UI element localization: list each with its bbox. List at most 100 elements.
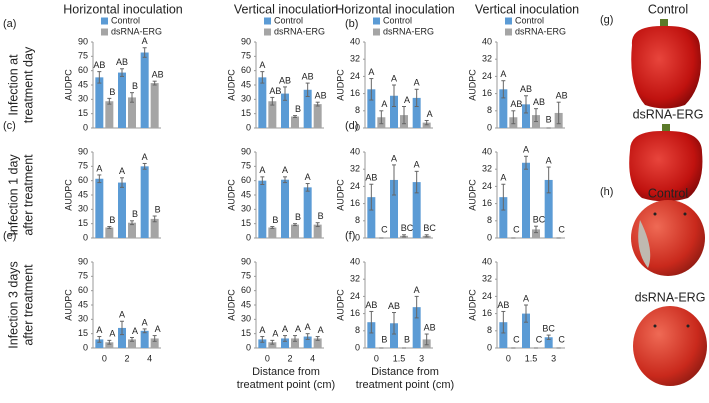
y-tick-label: 75	[241, 271, 251, 281]
y-tick-label: 75	[241, 51, 251, 61]
bar	[390, 95, 398, 128]
error-bar	[369, 78, 374, 101]
y-tick-label: 45	[241, 189, 251, 199]
row-label: after treatment	[21, 154, 35, 236]
error-bar	[414, 295, 419, 319]
error-bar	[369, 310, 374, 334]
bar	[105, 227, 114, 238]
error-bar	[260, 176, 265, 185]
significance-letter: AB	[116, 57, 128, 67]
error-bar	[120, 68, 124, 77]
y-tick-label: 0	[355, 342, 360, 352]
y-tick-label: 32	[350, 54, 360, 64]
y-tick-label: 24	[482, 71, 492, 81]
x-tick-label: 1.5	[525, 353, 538, 363]
y-tick-label: 0	[487, 122, 492, 132]
panel-label: (d)	[345, 120, 358, 132]
y-tick-label: 45	[241, 79, 251, 89]
y-tick-label: 40	[482, 36, 492, 46]
y-tick-label: 24	[350, 181, 360, 191]
error-bar	[107, 226, 112, 229]
error-bar	[379, 110, 384, 125]
row-label: after treatment	[21, 264, 35, 346]
y-tick-label: 8	[355, 325, 360, 335]
legend-label: Control	[515, 15, 544, 25]
y-axis-label: AUDPC	[226, 289, 236, 321]
bar	[95, 77, 104, 128]
significance-letter: B	[272, 215, 278, 225]
error-bar	[283, 86, 287, 101]
y-tick-label: 32	[350, 274, 360, 284]
bar	[128, 222, 136, 238]
y-tick-label: 90	[241, 36, 251, 46]
y-tick-label: 40	[350, 256, 360, 266]
error-bar	[392, 164, 396, 196]
significance-letter: A	[119, 166, 125, 176]
significance-letter: A	[500, 69, 506, 79]
error-bar	[270, 226, 275, 229]
significance-letter: AB	[365, 173, 377, 183]
y-tick-label: 32	[482, 274, 492, 284]
photo-g-dsrna	[629, 124, 703, 202]
panel-label: (b)	[345, 18, 358, 30]
significance-letter: A	[132, 326, 138, 336]
y-tick-label: 16	[350, 88, 360, 98]
significance-letter: AB	[510, 99, 522, 109]
significance-letter: C	[381, 224, 388, 234]
x-tick-label: 0	[265, 353, 270, 363]
error-bar	[315, 222, 320, 228]
error-bar	[142, 47, 147, 58]
error-bar	[120, 320, 124, 336]
error-bar	[501, 183, 506, 211]
legend-label: Control	[383, 15, 412, 25]
y-tick-label: 75	[241, 161, 251, 171]
significance-letter: A	[391, 73, 397, 83]
error-bar	[270, 339, 275, 345]
error-bar	[392, 84, 396, 107]
y-tick-label: 60	[78, 65, 88, 75]
significance-letter: A	[391, 153, 397, 163]
bar	[128, 339, 136, 348]
bar	[268, 227, 277, 238]
bar	[390, 323, 398, 348]
significance-letter: C	[513, 334, 520, 344]
panel-label: (a)	[3, 18, 16, 30]
x-axis-label: Distance from	[371, 366, 439, 378]
significance-letter: A	[318, 325, 324, 335]
chart-title: Horizontal inoculation	[335, 2, 455, 16]
legend-label: Control	[111, 15, 140, 25]
bar	[150, 338, 159, 348]
photo-label: dsRNA-ERG	[635, 290, 706, 304]
significance-letter: B	[318, 211, 324, 221]
bar	[140, 52, 149, 129]
y-tick-label: 75	[78, 51, 88, 61]
x-tick-label: 3	[419, 353, 424, 363]
y-tick-label: 32	[482, 54, 492, 64]
significance-letter: A	[109, 329, 115, 339]
x-tick-label: 4	[147, 353, 152, 363]
legend-label: dsRNA-ERG	[274, 26, 325, 36]
error-bar	[511, 110, 516, 125]
bar	[140, 330, 149, 348]
y-tick-label: 90	[78, 36, 88, 46]
significance-letter: AB	[424, 322, 436, 332]
error-bar	[546, 334, 551, 340]
panel-label: (e)	[3, 230, 16, 242]
bar	[522, 104, 530, 128]
y-tick-label: 15	[241, 108, 251, 118]
bar	[367, 197, 376, 238]
y-tick-label: 15	[241, 218, 251, 228]
bar	[313, 224, 322, 238]
y-axis-label: AUDPC	[63, 289, 73, 321]
significance-letter: A	[404, 95, 410, 105]
panel-label: (f)	[345, 230, 355, 242]
significance-letter: A	[142, 317, 148, 327]
legend-swatch	[505, 28, 512, 36]
error-bar	[305, 333, 310, 340]
bar	[268, 101, 277, 128]
significance-letter: A	[96, 325, 102, 335]
bar	[303, 336, 312, 348]
bar	[95, 178, 104, 238]
chart-title: Vertical inoculation	[234, 2, 338, 16]
row-label: Infection 1 day	[6, 154, 20, 236]
